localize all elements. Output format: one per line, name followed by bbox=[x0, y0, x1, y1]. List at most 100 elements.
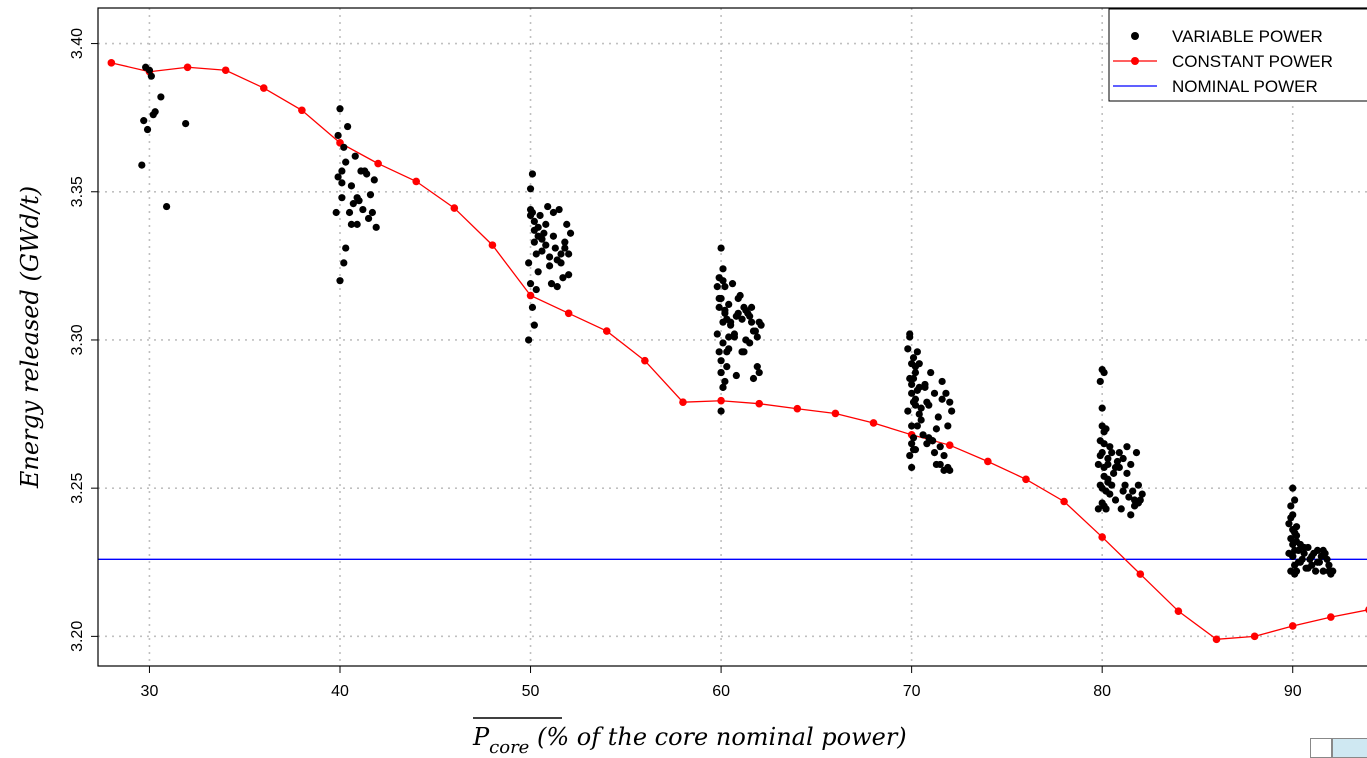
variable-power-point bbox=[561, 238, 569, 246]
variable-power-point bbox=[1106, 443, 1114, 451]
variable-power-point bbox=[532, 250, 540, 258]
variable-power-point bbox=[561, 244, 569, 252]
variable-power-point bbox=[715, 303, 723, 311]
variable-power-point bbox=[721, 306, 729, 314]
variable-power-point bbox=[364, 214, 373, 223]
variable-power-point bbox=[938, 377, 946, 386]
variable-power-point bbox=[349, 200, 357, 208]
variable-power-point bbox=[353, 220, 361, 228]
variable-power-point bbox=[1127, 511, 1135, 519]
variable-power-point bbox=[145, 66, 154, 74]
variable-power-point bbox=[747, 303, 756, 311]
constant-power-point bbox=[1136, 570, 1145, 578]
constant-power-point bbox=[1212, 635, 1221, 644]
corner-widget-left bbox=[1310, 738, 1332, 758]
constant-power-point bbox=[526, 291, 535, 300]
variable-power-point bbox=[1129, 487, 1137, 495]
variable-power-point bbox=[749, 374, 758, 383]
variable-power-point bbox=[940, 451, 948, 460]
variable-power-point bbox=[338, 167, 346, 175]
variable-power-point bbox=[728, 280, 737, 288]
variable-power-point bbox=[1100, 428, 1108, 436]
variable-power-point bbox=[372, 223, 380, 231]
variable-power-point bbox=[936, 443, 944, 451]
variable-power-point bbox=[713, 330, 721, 338]
variable-power-point bbox=[753, 333, 761, 341]
variable-power-point bbox=[946, 466, 954, 474]
variable-power-point bbox=[182, 119, 190, 128]
variable-power-point bbox=[1108, 481, 1116, 489]
variable-power-point bbox=[911, 401, 920, 409]
variable-power-point bbox=[913, 422, 921, 430]
y-tick-label: 3.30 bbox=[69, 324, 86, 355]
constant-power-point bbox=[1060, 497, 1068, 506]
variable-power-point bbox=[719, 383, 727, 391]
variable-power-point bbox=[340, 259, 348, 267]
variable-power-point bbox=[1313, 558, 1322, 566]
y-tick-label: 3.25 bbox=[69, 472, 86, 503]
variable-power-point bbox=[566, 229, 575, 237]
variable-power-point bbox=[1291, 570, 1299, 578]
constant-power-point bbox=[298, 106, 306, 115]
constant-power-point bbox=[602, 327, 611, 335]
variable-power-point bbox=[355, 197, 363, 205]
variable-power-point bbox=[553, 256, 561, 264]
variable-power-point bbox=[908, 389, 916, 397]
variable-power-point bbox=[332, 208, 340, 217]
variable-power-point bbox=[906, 330, 914, 338]
variable-power-point bbox=[740, 348, 748, 356]
variable-power-point bbox=[340, 143, 348, 151]
variable-power-point bbox=[334, 173, 342, 181]
variable-power-point bbox=[1319, 567, 1327, 575]
variable-power-point bbox=[753, 363, 761, 371]
variable-power-point bbox=[923, 440, 931, 448]
variable-power-point bbox=[904, 407, 912, 415]
variable-power-point bbox=[1127, 460, 1135, 469]
variable-power-point bbox=[526, 280, 535, 288]
constant-power-point bbox=[564, 309, 573, 318]
variable-power-point bbox=[915, 383, 923, 391]
legend-label-variable: VARIABLE POWER bbox=[1172, 27, 1323, 46]
constant-power-point bbox=[717, 396, 725, 405]
variable-power-point bbox=[1304, 564, 1312, 572]
variable-power-point bbox=[140, 117, 148, 125]
variable-power-point bbox=[906, 451, 914, 460]
constant-power-point bbox=[831, 409, 840, 418]
variable-power-point bbox=[946, 398, 954, 406]
variable-power-point bbox=[344, 122, 352, 131]
variable-power-point bbox=[538, 247, 546, 255]
variable-power-point bbox=[719, 339, 727, 347]
variable-power-point bbox=[927, 368, 935, 377]
constant-power-point bbox=[107, 59, 116, 67]
constant-power-point bbox=[869, 419, 878, 427]
variable-power-point bbox=[549, 208, 558, 217]
variable-power-point bbox=[542, 220, 550, 228]
variable-power-point bbox=[1096, 451, 1104, 460]
constant-power-point bbox=[679, 398, 687, 407]
variable-power-point bbox=[525, 259, 533, 267]
constant-power-point bbox=[1174, 607, 1183, 615]
variable-power-point bbox=[721, 283, 729, 291]
variable-power-point bbox=[747, 318, 756, 326]
variable-power-point bbox=[553, 283, 561, 291]
variable-power-point bbox=[1123, 469, 1131, 477]
variable-power-point bbox=[540, 229, 548, 237]
variable-power-point bbox=[715, 348, 723, 356]
variable-power-point bbox=[1292, 523, 1301, 531]
variable-power-point bbox=[757, 321, 765, 329]
variable-power-point bbox=[717, 357, 725, 365]
variable-power-point bbox=[345, 208, 354, 217]
legend-label-nominal: NOMINAL POWER bbox=[1172, 77, 1318, 96]
variable-power-point bbox=[532, 285, 540, 294]
variable-power-point bbox=[1100, 502, 1108, 510]
variable-power-point bbox=[932, 425, 941, 433]
variable-power-point bbox=[948, 407, 956, 415]
x-tick-label: 80 bbox=[1093, 683, 1111, 700]
variable-power-point bbox=[911, 368, 920, 377]
variable-power-point bbox=[1113, 457, 1122, 466]
variable-power-point bbox=[1291, 496, 1299, 504]
variable-power-point bbox=[717, 407, 725, 415]
variable-power-point bbox=[1104, 460, 1112, 469]
x-axis-title-rest: (% of the core nominal power) bbox=[529, 723, 906, 751]
constant-power-point bbox=[488, 241, 497, 249]
